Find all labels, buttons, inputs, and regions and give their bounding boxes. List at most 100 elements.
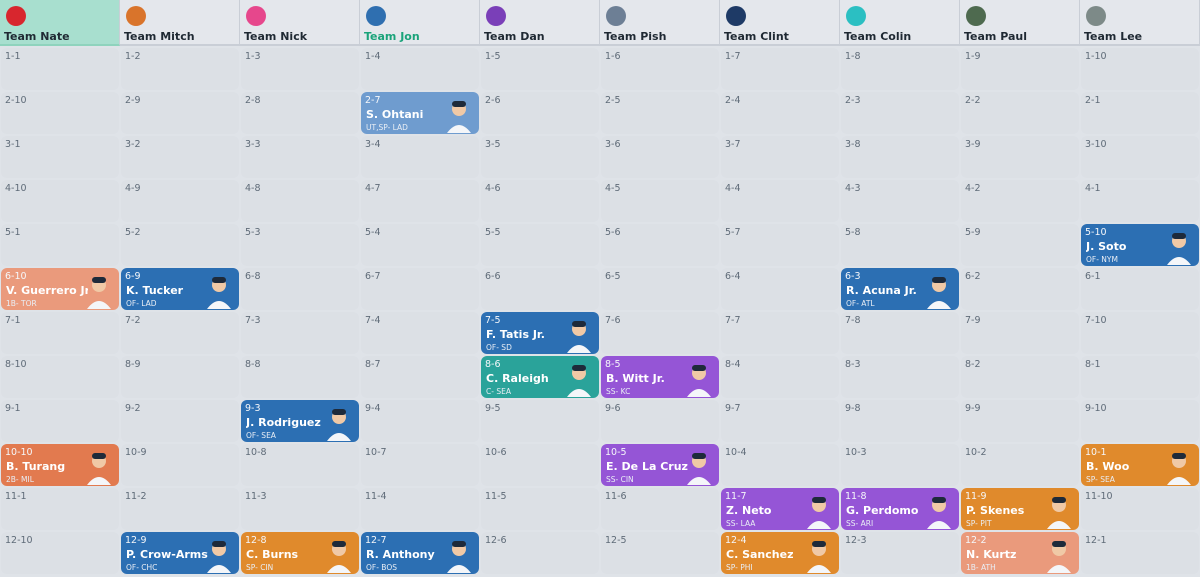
draft-slot[interactable]: 8-1	[1081, 356, 1199, 398]
draft-slot[interactable]: 4-10	[1, 180, 119, 222]
draft-slot[interactable]: 9-10	[1081, 400, 1199, 442]
team-header-9[interactable]: Team Lee	[1080, 0, 1200, 46]
draft-slot[interactable]: 6-8	[241, 268, 359, 310]
drafted-player-card[interactable]: 10-10 B. Turang 2B- MIL	[1, 444, 119, 486]
team-header-2[interactable]: Team Nick	[240, 0, 360, 46]
draft-slot[interactable]: 9-2	[121, 400, 239, 442]
draft-slot[interactable]: 9-7	[721, 400, 839, 442]
drafted-player-card[interactable]: 12-8 C. Burns SP- CIN	[241, 532, 359, 574]
draft-slot[interactable]: 3-7	[721, 136, 839, 178]
draft-slot[interactable]: 5-4	[361, 224, 479, 266]
drafted-player-card[interactable]: 11-7 Z. Neto SS- LAA	[721, 488, 839, 530]
drafted-player-card[interactable]: 8-5 B. Witt Jr. SS- KC	[601, 356, 719, 398]
draft-slot[interactable]: 2-6	[481, 92, 599, 134]
drafted-player-card[interactable]: 7-5 F. Tatis Jr. OF- SD	[481, 312, 599, 354]
draft-slot[interactable]: 5-3	[241, 224, 359, 266]
drafted-player-card[interactable]: 8-6 C. Raleigh C- SEA	[481, 356, 599, 398]
draft-slot[interactable]: 12-6	[481, 532, 599, 574]
draft-slot[interactable]: 1-8	[841, 48, 959, 90]
draft-slot[interactable]: 1-7	[721, 48, 839, 90]
draft-slot[interactable]: 8-7	[361, 356, 479, 398]
draft-slot[interactable]: 6-2	[961, 268, 1079, 310]
draft-slot[interactable]: 8-2	[961, 356, 1079, 398]
team-header-3[interactable]: Team Jon	[360, 0, 480, 46]
team-header-0[interactable]: Team Nate	[0, 0, 120, 46]
draft-slot[interactable]: 5-2	[121, 224, 239, 266]
draft-slot[interactable]: 7-7	[721, 312, 839, 354]
team-header-5[interactable]: Team Pish	[600, 0, 720, 46]
draft-slot[interactable]: 8-8	[241, 356, 359, 398]
draft-slot[interactable]: 4-4	[721, 180, 839, 222]
draft-slot[interactable]: 3-1	[1, 136, 119, 178]
draft-slot[interactable]: 9-8	[841, 400, 959, 442]
draft-slot[interactable]: 10-8	[241, 444, 359, 486]
drafted-player-card[interactable]: 11-8 G. Perdomo SS- ARI	[841, 488, 959, 530]
draft-slot[interactable]: 10-3	[841, 444, 959, 486]
draft-slot[interactable]: 6-7	[361, 268, 479, 310]
draft-slot[interactable]: 2-9	[121, 92, 239, 134]
draft-slot[interactable]: 2-1	[1081, 92, 1199, 134]
draft-slot[interactable]: 4-8	[241, 180, 359, 222]
draft-slot[interactable]: 1-2	[121, 48, 239, 90]
draft-slot[interactable]: 5-1	[1, 224, 119, 266]
draft-slot[interactable]: 3-3	[241, 136, 359, 178]
drafted-player-card[interactable]: 12-4 C. Sanchez SP- PHI	[721, 532, 839, 574]
draft-slot[interactable]: 7-10	[1081, 312, 1199, 354]
draft-slot[interactable]: 1-9	[961, 48, 1079, 90]
draft-slot[interactable]: 3-9	[961, 136, 1079, 178]
draft-slot[interactable]: 11-5	[481, 488, 599, 530]
team-header-6[interactable]: Team Clint	[720, 0, 840, 46]
draft-slot[interactable]: 4-6	[481, 180, 599, 222]
drafted-player-card[interactable]: 10-1 B. Woo SP- SEA	[1081, 444, 1199, 486]
draft-slot[interactable]: 11-3	[241, 488, 359, 530]
draft-slot[interactable]: 12-1	[1081, 532, 1199, 574]
draft-slot[interactable]: 8-4	[721, 356, 839, 398]
draft-slot[interactable]: 11-4	[361, 488, 479, 530]
drafted-player-card[interactable]: 5-10 J. Soto OF- NYM	[1081, 224, 1199, 266]
draft-slot[interactable]: 5-9	[961, 224, 1079, 266]
draft-slot[interactable]: 9-1	[1, 400, 119, 442]
draft-slot[interactable]: 11-10	[1081, 488, 1199, 530]
draft-slot[interactable]: 4-5	[601, 180, 719, 222]
draft-slot[interactable]: 7-3	[241, 312, 359, 354]
draft-slot[interactable]: 3-6	[601, 136, 719, 178]
draft-slot[interactable]: 1-3	[241, 48, 359, 90]
draft-slot[interactable]: 7-8	[841, 312, 959, 354]
draft-slot[interactable]: 4-2	[961, 180, 1079, 222]
drafted-player-card[interactable]: 2-7 S. Ohtani UT,SP- LAD	[361, 92, 479, 134]
draft-slot[interactable]: 5-8	[841, 224, 959, 266]
drafted-player-card[interactable]: 6-3 R. Acuna Jr. OF- ATL	[841, 268, 959, 310]
draft-slot[interactable]: 2-5	[601, 92, 719, 134]
team-header-4[interactable]: Team Dan	[480, 0, 600, 46]
draft-slot[interactable]: 3-2	[121, 136, 239, 178]
draft-slot[interactable]: 6-1	[1081, 268, 1199, 310]
drafted-player-card[interactable]: 6-10 V. Guerrero Jr. 1B- TOR	[1, 268, 119, 310]
team-header-1[interactable]: Team Mitch	[120, 0, 240, 46]
draft-slot[interactable]: 10-6	[481, 444, 599, 486]
draft-slot[interactable]: 4-9	[121, 180, 239, 222]
draft-slot[interactable]: 10-7	[361, 444, 479, 486]
draft-slot[interactable]: 4-7	[361, 180, 479, 222]
team-header-8[interactable]: Team Paul	[960, 0, 1080, 46]
drafted-player-card[interactable]: 10-5 E. De La Cruz SS- CIN	[601, 444, 719, 486]
draft-slot[interactable]: 7-4	[361, 312, 479, 354]
draft-slot[interactable]: 7-9	[961, 312, 1079, 354]
draft-slot[interactable]: 6-5	[601, 268, 719, 310]
draft-slot[interactable]: 5-7	[721, 224, 839, 266]
drafted-player-card[interactable]: 9-3 J. Rodriguez OF- SEA	[241, 400, 359, 442]
draft-slot[interactable]: 9-4	[361, 400, 479, 442]
draft-slot[interactable]: 12-3	[841, 532, 959, 574]
draft-slot[interactable]: 1-6	[601, 48, 719, 90]
draft-slot[interactable]: 2-8	[241, 92, 359, 134]
draft-slot[interactable]: 9-5	[481, 400, 599, 442]
draft-slot[interactable]: 4-3	[841, 180, 959, 222]
drafted-player-card[interactable]: 12-2 N. Kurtz 1B- ATH	[961, 532, 1079, 574]
draft-slot[interactable]: 3-5	[481, 136, 599, 178]
draft-slot[interactable]: 7-2	[121, 312, 239, 354]
team-header-7[interactable]: Team Colin	[840, 0, 960, 46]
draft-slot[interactable]: 5-5	[481, 224, 599, 266]
draft-slot[interactable]: 1-10	[1081, 48, 1199, 90]
draft-slot[interactable]: 2-3	[841, 92, 959, 134]
drafted-player-card[interactable]: 12-7 R. Anthony OF- BOS	[361, 532, 479, 574]
draft-slot[interactable]: 10-9	[121, 444, 239, 486]
